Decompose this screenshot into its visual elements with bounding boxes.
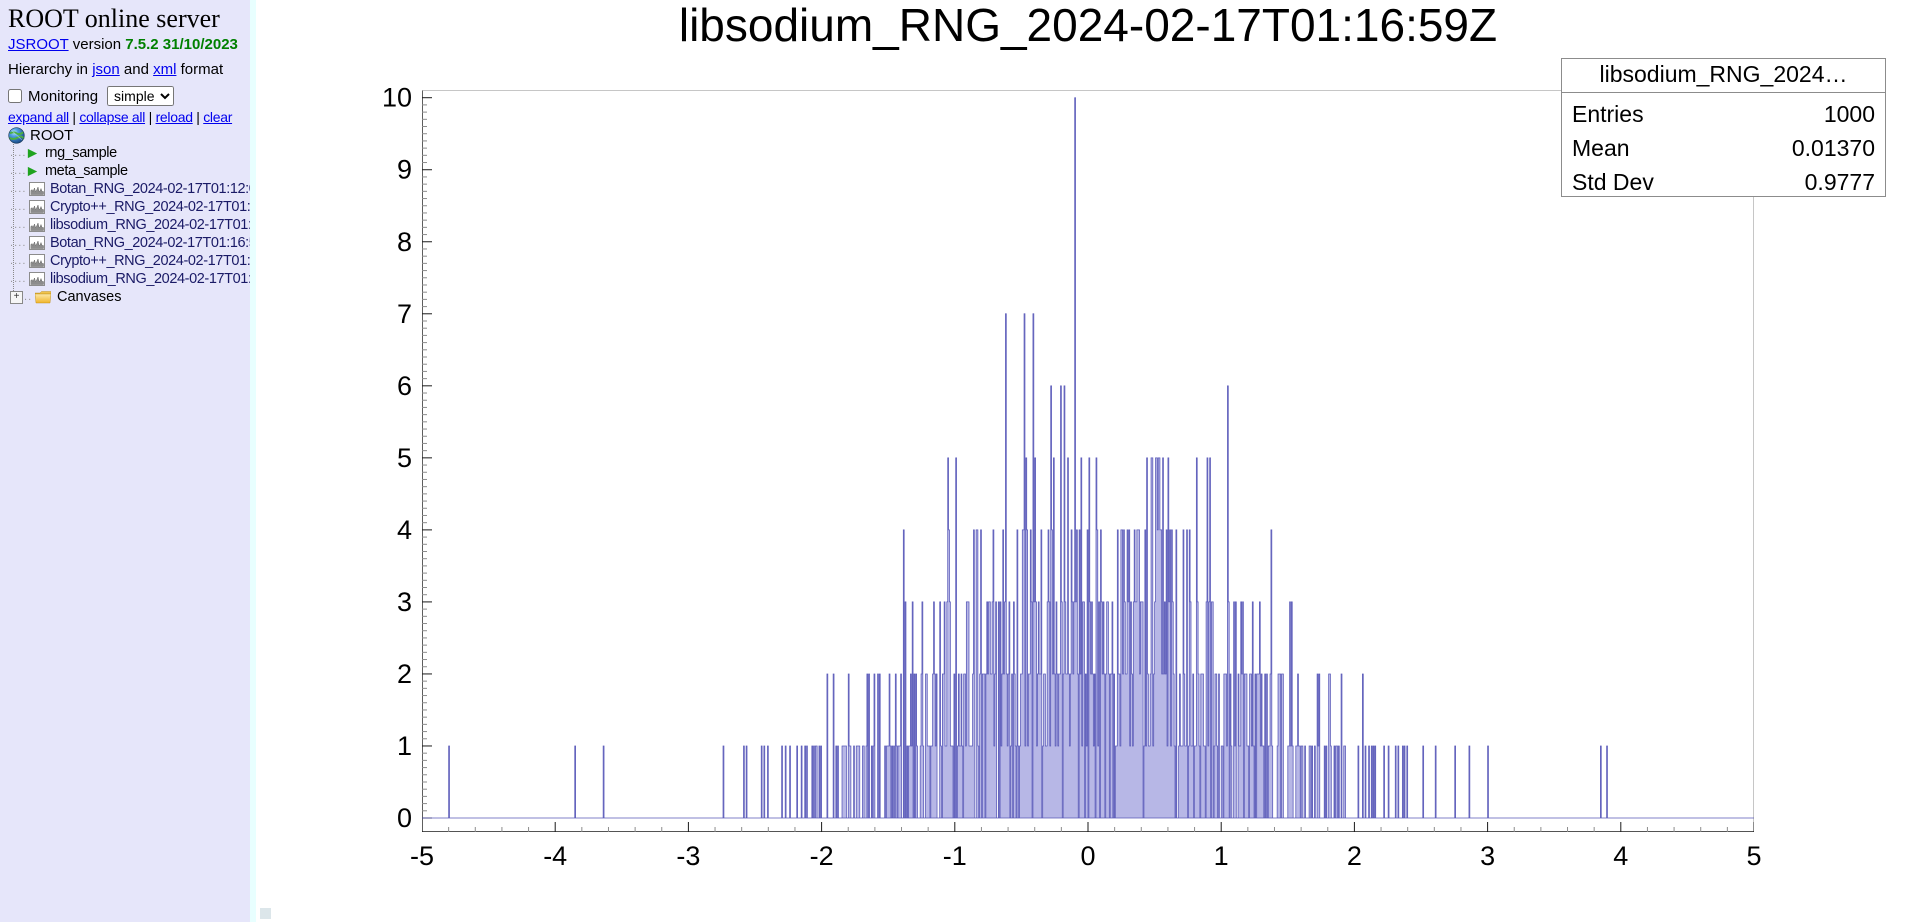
- svg-text:8: 8: [397, 227, 412, 257]
- svg-text:7: 7: [397, 299, 412, 329]
- svg-text:-3: -3: [676, 841, 700, 871]
- svg-text:1: 1: [397, 731, 412, 761]
- svg-text:10: 10: [382, 83, 412, 113]
- svg-text:5: 5: [1746, 841, 1761, 871]
- svg-text:-2: -2: [810, 841, 834, 871]
- svg-text:4: 4: [1613, 841, 1628, 871]
- svg-text:0: 0: [397, 803, 412, 833]
- svg-text:0: 0: [1080, 841, 1095, 871]
- svg-text:-1: -1: [943, 841, 967, 871]
- svg-text:5: 5: [397, 443, 412, 473]
- svg-text:-4: -4: [543, 841, 567, 871]
- svg-text:6: 6: [397, 371, 412, 401]
- svg-text:-5: -5: [410, 841, 434, 871]
- svg-text:9: 9: [397, 155, 412, 185]
- svg-text:1: 1: [1214, 841, 1229, 871]
- svg-text:3: 3: [397, 587, 412, 617]
- svg-text:4: 4: [397, 515, 412, 545]
- svg-text:3: 3: [1480, 841, 1495, 871]
- svg-text:2: 2: [397, 659, 412, 689]
- svg-text:2: 2: [1347, 841, 1362, 871]
